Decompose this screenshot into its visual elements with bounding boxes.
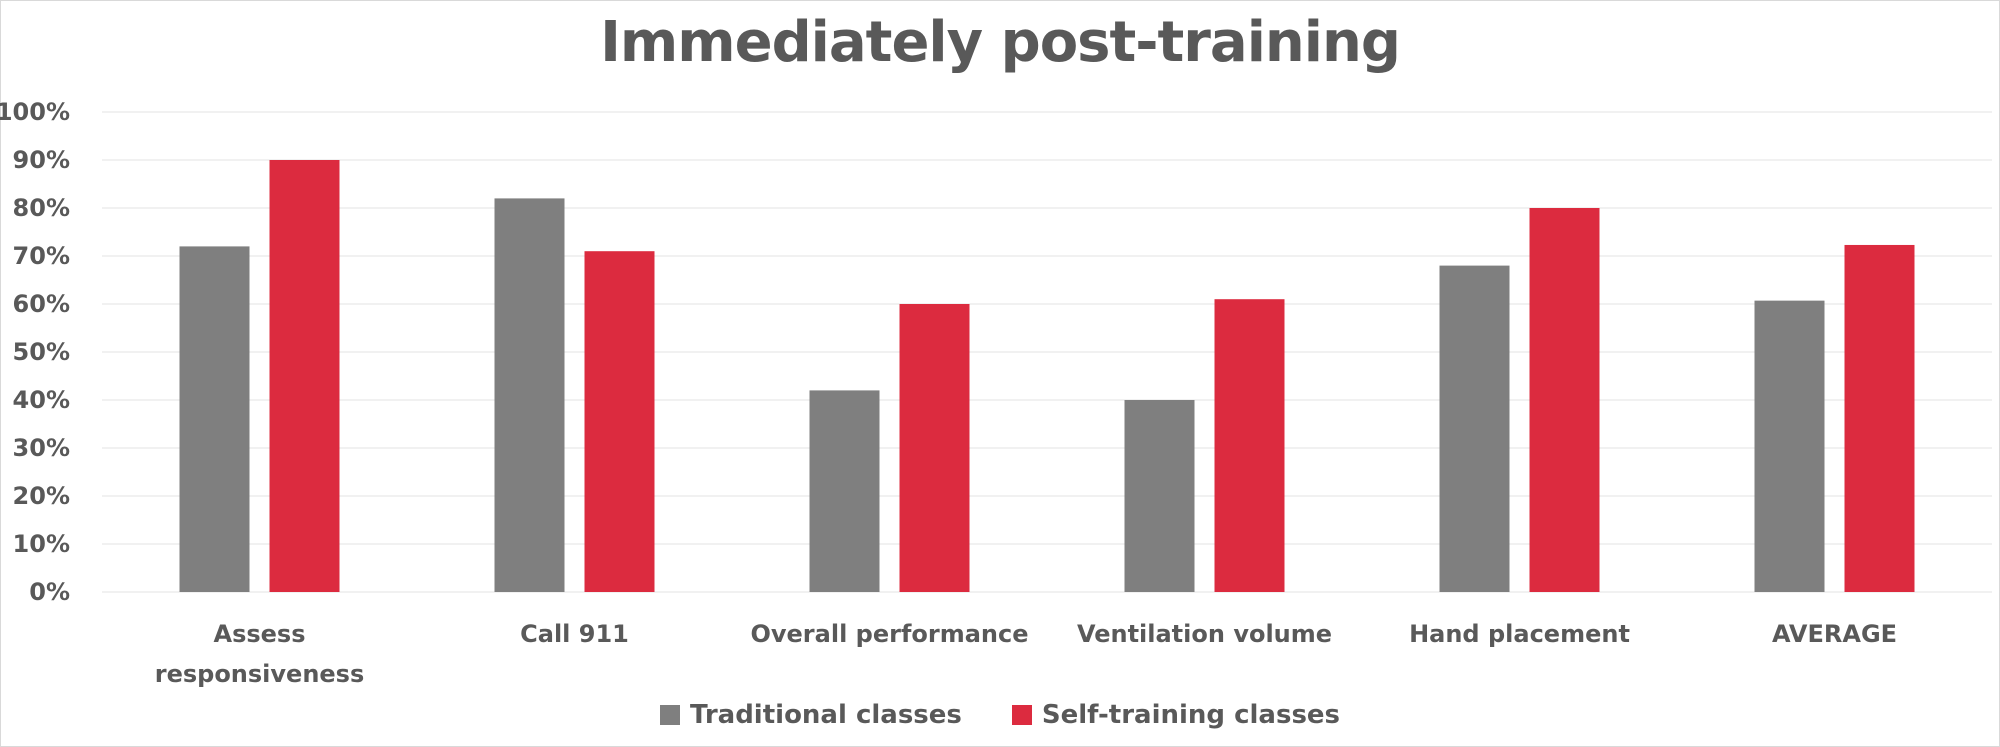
y-tick-label: 50%	[13, 338, 70, 366]
bar-traditional	[809, 390, 880, 592]
legend-swatch-self-training	[1011, 705, 1032, 725]
bar-traditional	[1124, 400, 1195, 592]
legend-label-traditional: Traditional classes	[689, 700, 962, 730]
x-category-label: Overall performance	[750, 620, 1028, 648]
x-category-label: responsiveness	[155, 660, 365, 688]
legend: Traditional classes Self-training classe…	[0, 700, 2000, 730]
y-tick-label: 30%	[13, 434, 70, 462]
y-tick-label: 90%	[13, 146, 70, 174]
category-labels: Assess responsiveness Call 911 Overall perf…	[155, 620, 1897, 688]
gridlines	[102, 111, 1992, 593]
y-tick-label: 60%	[13, 290, 70, 318]
y-tick-label: 100%	[0, 98, 70, 126]
y-tick-label: 10%	[13, 530, 70, 558]
bar-self-training	[269, 160, 340, 592]
x-category-label: Assess	[214, 620, 306, 648]
bar-self-training	[1529, 208, 1600, 592]
bar-traditional	[1754, 300, 1825, 592]
bar-self-training	[584, 251, 655, 592]
legend-label-self-training: Self-training classes	[1041, 700, 1341, 730]
y-tick-label: 20%	[13, 482, 70, 510]
y-tick-label: 0%	[29, 578, 70, 606]
chart-title: Immediately post-training	[600, 10, 1401, 75]
bar-self-training	[899, 304, 970, 592]
y-tick-label: 40%	[13, 386, 70, 414]
y-tick-label: 70%	[13, 242, 70, 270]
x-category-label: AVERAGE	[1772, 620, 1897, 648]
bar-self-training	[1844, 244, 1915, 592]
y-axis-ticks: 0% 10% 20% 30% 40% 50% 60% 70% 80% 90% 100%	[0, 98, 70, 606]
legend-item-traditional: Traditional classes	[659, 700, 962, 730]
x-category-label: Ventilation volume	[1077, 620, 1332, 648]
bars	[179, 160, 1915, 592]
bar-traditional	[179, 246, 250, 592]
x-category-label: Hand placement	[1409, 620, 1630, 648]
legend-swatch-traditional	[659, 705, 680, 725]
bar-self-training	[1214, 299, 1285, 592]
legend-item-self-training: Self-training classes	[1011, 700, 1341, 730]
bar-traditional	[494, 198, 565, 592]
x-category-label: Call 911	[520, 620, 629, 648]
y-tick-label: 80%	[13, 194, 70, 222]
bar-traditional	[1439, 265, 1510, 592]
